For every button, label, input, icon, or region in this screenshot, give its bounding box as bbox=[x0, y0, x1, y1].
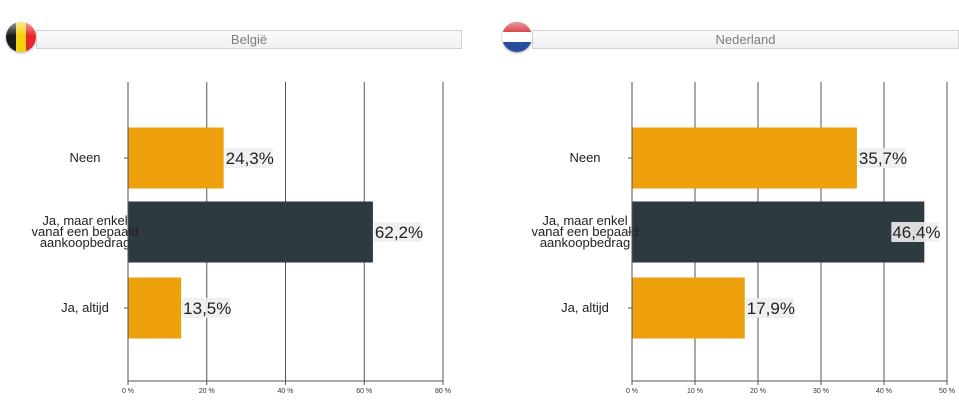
belgium-flag-icon bbox=[6, 22, 36, 52]
value-label-bg bbox=[745, 298, 794, 318]
bar bbox=[632, 127, 857, 189]
bar bbox=[128, 127, 224, 189]
category-label: Ja, maar enkel vanaf een bepaald aankoopbe… bbox=[32, 213, 139, 250]
x-tick-label: 80 % bbox=[435, 388, 451, 395]
bar bbox=[128, 277, 182, 339]
x-tick-label: 30 % bbox=[813, 388, 829, 395]
category-label: Neen bbox=[569, 150, 600, 165]
x-tick-label: 0 % bbox=[122, 388, 134, 395]
x-tick-label: 40 % bbox=[278, 388, 294, 395]
value-label: 46,4% bbox=[892, 223, 940, 242]
x-tick-label: 20 % bbox=[750, 388, 766, 395]
x-tick-label: 40 % bbox=[876, 388, 892, 395]
panel-title: België bbox=[36, 30, 462, 49]
value-label-bg bbox=[224, 148, 273, 168]
x-tick-label: 10 % bbox=[687, 388, 703, 395]
x-tick-label: 20 % bbox=[199, 388, 215, 395]
belgium-panel: België 0 % 20 % 40 % 60 % 80 % 24,3% Neen 62,2%… bbox=[0, 0, 470, 409]
category-label: Ja, altijd bbox=[61, 300, 109, 315]
x-tick-label: 0 % bbox=[626, 388, 638, 395]
category-label: Ja, maar enkel vanaf een bepaald aankoopbe… bbox=[532, 213, 639, 250]
x-tick-label: 60 % bbox=[356, 388, 372, 395]
panel-title: Nederland bbox=[532, 30, 959, 49]
value-label: 17,9% bbox=[747, 299, 795, 318]
value-label: 35,7% bbox=[859, 149, 907, 168]
value-label-bg bbox=[857, 148, 906, 168]
value-label-bg bbox=[182, 298, 231, 318]
value-label: 13,5% bbox=[183, 299, 231, 318]
x-tick-label: 50 % bbox=[939, 388, 955, 395]
bar bbox=[128, 201, 373, 263]
value-label-bg bbox=[891, 222, 940, 242]
belgium-bar-chart: 0 % 20 % 40 % 60 % 80 % 24,3% Neen 62,2% Ja, maa… bbox=[32, 82, 451, 395]
value-label-bg bbox=[373, 222, 422, 242]
netherlands-flag-icon bbox=[502, 22, 532, 52]
netherlands-bar-chart: 0 % 10 % 20 % 30 % 40 % 50 % 35,7% Neen 46,4% Ja,… bbox=[532, 82, 955, 395]
bar bbox=[632, 277, 745, 339]
value-label: 24,3% bbox=[226, 149, 274, 168]
category-label: Neen bbox=[69, 150, 100, 165]
value-label: 62,2% bbox=[375, 223, 423, 242]
bar bbox=[632, 201, 925, 263]
category-label: Ja, altijd bbox=[561, 300, 609, 315]
netherlands-panel: Nederland 0 % 10 % 20 % 30 % 40 % 50 % 35,7% Ne… bbox=[496, 0, 959, 409]
